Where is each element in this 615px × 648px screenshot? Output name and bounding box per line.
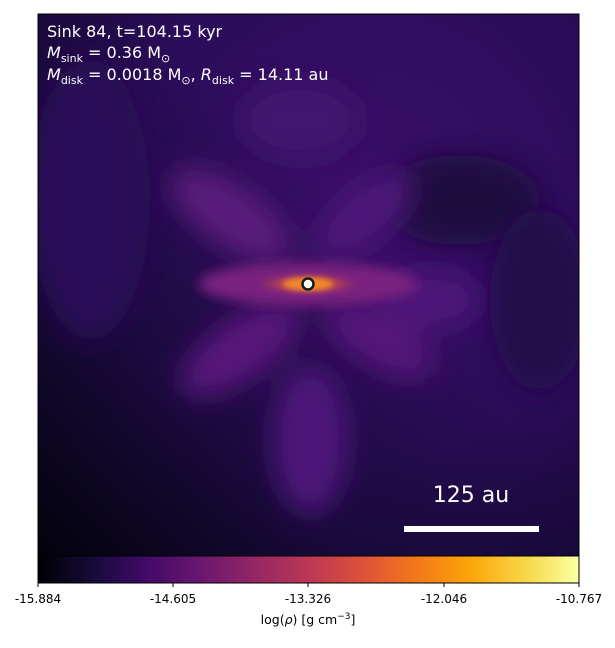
separator: , <box>190 65 201 84</box>
sink-marker <box>301 277 315 291</box>
dark-region-left <box>38 60 150 340</box>
sink-mass: Msink = 0.36 M⊙ <box>47 42 170 69</box>
colorbar-tick-label: -15.884 <box>14 592 62 606</box>
sink-title: Sink 84, t=104.15 kyr <box>47 22 223 41</box>
dark-void-right <box>490 210 579 390</box>
sun-symbol: ⊙ <box>161 52 171 66</box>
filaments <box>170 80 480 515</box>
dark-void-upper-right <box>380 155 540 245</box>
colorbar <box>38 556 579 583</box>
disk-mass-subscript: disk <box>60 74 83 88</box>
disk-radius-value: = 14.11 au <box>234 65 329 84</box>
density-map <box>38 14 579 556</box>
disk-mass-symbol: M <box>47 65 61 84</box>
scale-bar <box>404 526 539 532</box>
colorbar-ticks <box>37 583 580 587</box>
sun-symbol: ⊙ <box>181 74 191 88</box>
colorbar-tick-label: -13.326 <box>284 592 332 606</box>
disk-properties: Mdisk = 0.0018 M⊙, Rdisk = 14.11 au <box>47 64 328 91</box>
colorbar-tick-label: -12.046 <box>420 592 468 606</box>
scale-bar-label: 125 au <box>432 483 510 508</box>
mass-value: = 0.36 M <box>82 43 162 62</box>
colorbar-label: log(ρ) [g cm−3] <box>260 612 356 628</box>
disk-radius-symbol: R <box>200 65 212 84</box>
mass-subscript: sink <box>60 52 83 66</box>
mass-symbol: M <box>47 43 61 62</box>
colorbar-tick-label: -14.605 <box>149 592 197 606</box>
disk-radius-subscript: disk <box>211 74 235 88</box>
disk-mass-value: = 0.0018 M <box>82 65 182 84</box>
rho-symbol: ρ <box>284 612 293 628</box>
colorbar-tick-label: -10.767 <box>555 592 603 606</box>
